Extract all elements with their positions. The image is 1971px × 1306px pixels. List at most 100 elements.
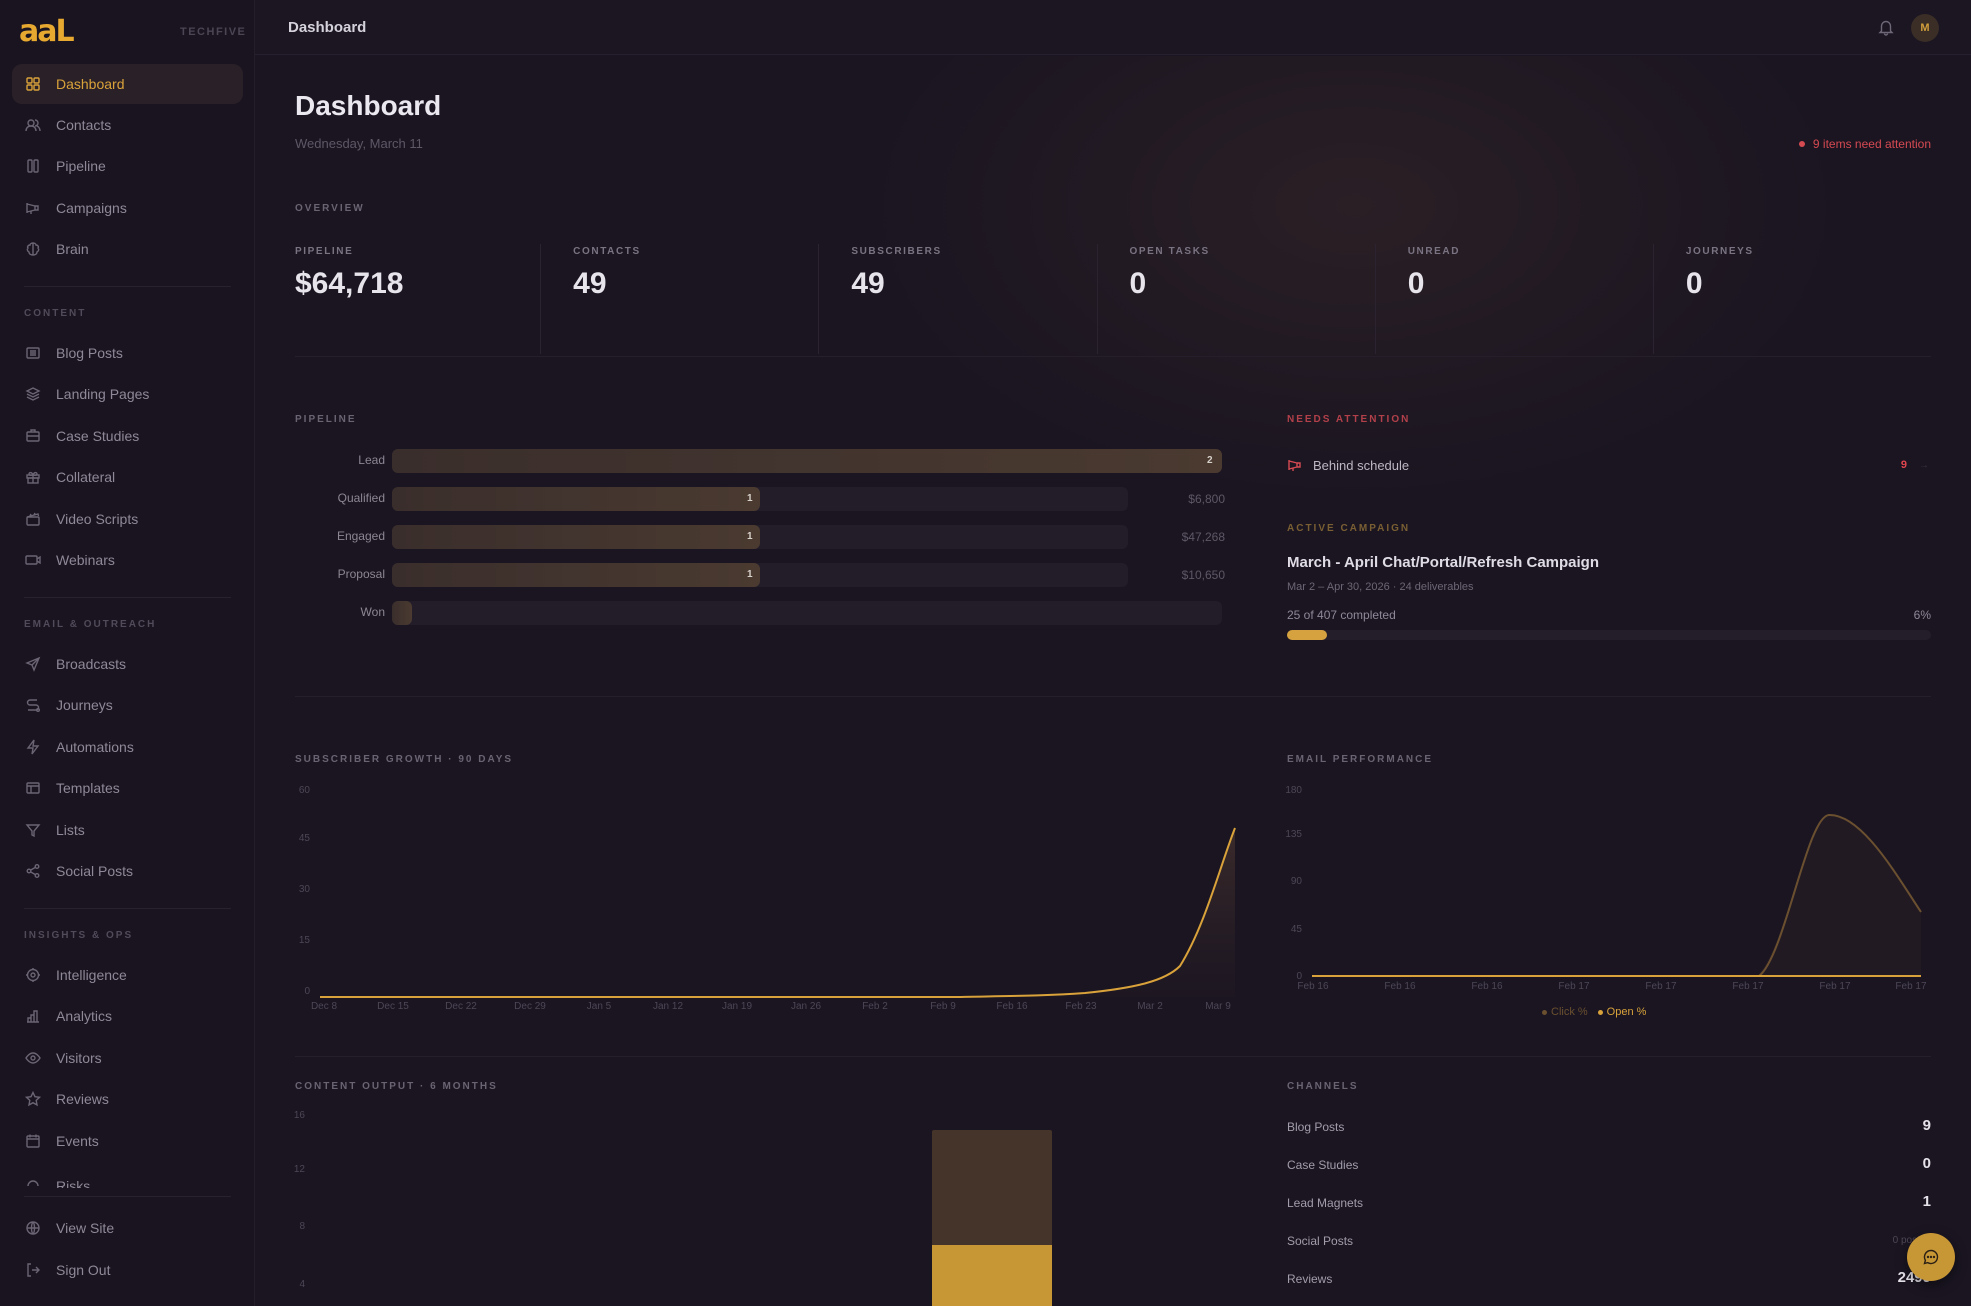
sidebar-item-contacts[interactable]: Contacts <box>12 105 243 145</box>
sidebar-item-automations[interactable]: Automations <box>12 727 243 767</box>
sidebar-item-blog-posts[interactable]: Blog Posts <box>12 333 243 373</box>
sidebar-item-brain[interactable]: Brain <box>12 229 243 269</box>
sidebar-item-broadcasts[interactable]: Broadcasts <box>12 644 243 684</box>
chat-bubble-icon <box>1923 1249 1939 1265</box>
stage-bar <box>392 563 760 587</box>
stage-count: 1 <box>747 569 753 580</box>
campaign-title-link[interactable]: March - April Chat/Portal/Refresh Campai… <box>1287 554 1599 571</box>
breadcrumb-title: Dashboard <box>288 19 367 36</box>
sidebar-item-collateral[interactable]: Collateral <box>12 457 243 497</box>
sidebar-item-risks[interactable]: Risks <box>12 1168 243 1188</box>
stage-bar <box>392 487 760 511</box>
channel-row-blog-posts[interactable]: Blog Posts 9 <box>1287 1117 1931 1139</box>
sidebar-item-lists[interactable]: Lists <box>12 810 243 850</box>
stat-value: 0 <box>1129 267 1147 300</box>
sidebar-item-label: Landing Pages <box>56 386 150 402</box>
sidebar-item-journeys[interactable]: Journeys <box>12 685 243 725</box>
pipeline-stage-qualified[interactable]: Qualified 1 $6,800 <box>295 487 1225 511</box>
channel-label: Case Studies <box>1287 1158 1359 1172</box>
sidebar-item-events[interactable]: Events <box>12 1121 243 1161</box>
briefcase-icon <box>25 428 41 444</box>
channel-row-case-studies[interactable]: Case Studies 0 <box>1287 1155 1931 1177</box>
pipeline-stage-proposal[interactable]: Proposal 1 $10,650 <box>295 563 1225 587</box>
svg-text:8: 8 <box>299 1221 305 1232</box>
divider <box>24 908 231 909</box>
sidebar-item-label: Visitors <box>56 1050 102 1066</box>
users-icon <box>25 117 41 133</box>
sidebar-item-landing-pages[interactable]: Landing Pages <box>12 374 243 414</box>
sidebar-item-webinars[interactable]: Webinars <box>12 540 243 580</box>
svg-text:15: 15 <box>299 935 311 946</box>
svg-text:Feb 17: Feb 17 <box>1819 981 1851 992</box>
needs-attention-label: NEEDS ATTENTION <box>1287 414 1411 425</box>
megaphone-icon <box>1288 460 1301 471</box>
sidebar-item-reviews[interactable]: Reviews <box>12 1079 243 1119</box>
sidebar-item-visitors[interactable]: Visitors <box>12 1038 243 1078</box>
columns-icon <box>25 158 41 174</box>
sidebar-item-case-studies[interactable]: Case Studies <box>12 416 243 456</box>
attention-item-behind-schedule[interactable]: Behind schedule 9 → <box>1287 450 1931 480</box>
stat-journeys[interactable]: JOURNEYS 0 <box>1652 244 1931 354</box>
sidebar-item-campaigns[interactable]: Campaigns <box>12 188 243 228</box>
content-output-label: CONTENT OUTPUT · 6 MONTHS <box>295 1081 498 1092</box>
sidebar-item-label: Social Posts <box>56 863 134 879</box>
channel-row-lead-magnets[interactable]: Lead Magnets 1 <box>1287 1193 1931 1215</box>
pipeline-stage-won[interactable]: Won <box>295 601 1225 625</box>
legend-click[interactable]: Click % <box>1542 1006 1588 1018</box>
sidebar-item-dashboard[interactable]: Dashboard <box>12 64 243 104</box>
svg-text:Mar 9: Mar 9 <box>1205 1001 1231 1012</box>
divider <box>295 1056 1931 1057</box>
layout-icon <box>25 780 41 796</box>
sidebar-item-social-posts[interactable]: Social Posts <box>12 851 243 891</box>
sidebar-item-intelligence[interactable]: Intelligence <box>12 955 243 995</box>
stat-unread[interactable]: UNREAD 0 <box>1374 244 1653 354</box>
email-performance-chart[interactable]: 180 135 90 45 0 Feb 16 Feb 16 Feb 16 Feb 17 Feb … <box>1277 776 1937 1036</box>
pipeline-stage-engaged[interactable]: Engaged 1 $47,268 <box>295 525 1225 549</box>
sidebar-item-templates[interactable]: Templates <box>12 768 243 808</box>
sidebar-item-label: Video Scripts <box>56 511 139 527</box>
clapperboard-icon <box>25 511 41 527</box>
bar-chart-icon <box>25 1008 41 1024</box>
channel-label: Lead Magnets <box>1287 1196 1364 1210</box>
sidebar-item-pipeline[interactable]: Pipeline <box>12 146 243 186</box>
sidebar-item-sign-out[interactable]: Sign Out <box>12 1250 243 1290</box>
sidebar-item-view-site[interactable]: View Site <box>12 1208 243 1248</box>
chat-fab-button[interactable] <box>1907 1233 1955 1281</box>
user-avatar[interactable]: M <box>1911 14 1939 42</box>
channel-row-reviews[interactable]: Reviews 2499 <box>1287 1269 1931 1291</box>
svg-text:180: 180 <box>1285 785 1302 796</box>
pipeline-label: PIPELINE <box>295 414 357 425</box>
stat-subscribers[interactable]: SUBSCRIBERS 49 <box>818 244 1096 354</box>
legend-open[interactable]: Open % <box>1597 1006 1647 1018</box>
stage-bar <box>392 449 1222 473</box>
video-icon <box>25 552 41 568</box>
sidebar-item-video-scripts[interactable]: Video Scripts <box>12 499 243 539</box>
attention-alert-link[interactable]: 9 items need attention <box>1798 137 1931 151</box>
channel-row-social-posts[interactable]: Social Posts 0 posted <box>1287 1231 1931 1253</box>
sidebar-item-label: Blog Posts <box>56 345 123 361</box>
stat-pipeline[interactable]: PIPELINE $64,718 <box>295 244 540 354</box>
section-email-outreach: EMAIL & OUTREACH <box>24 619 157 630</box>
stage-count: 2 <box>1207 455 1213 466</box>
globe-icon <box>25 1220 41 1236</box>
sidebar-item-label: Risks <box>56 1178 91 1188</box>
subscriber-growth-chart[interactable]: 60 45 30 15 0 Dec 8 Dec 15 Dec 22 Dec 29 Jan 5 Ja… <box>285 776 1245 1076</box>
org-name: TECHFIVE <box>180 26 247 38</box>
divider <box>24 597 231 598</box>
stage-bar <box>392 525 760 549</box>
legend-label: Open % <box>1606 1006 1647 1018</box>
svg-text:16: 16 <box>294 1110 306 1121</box>
campaign-progress-text: 25 of 407 completed <box>1287 608 1396 622</box>
svg-text:135: 135 <box>1285 829 1302 840</box>
brand-logo[interactable]: aaL <box>19 17 75 47</box>
notifications-bell-icon[interactable] <box>1877 18 1895 36</box>
svg-text:Feb 17: Feb 17 <box>1645 981 1677 992</box>
sidebar-item-analytics[interactable]: Analytics <box>12 996 243 1036</box>
stat-contacts[interactable]: CONTACTS 49 <box>540 244 818 354</box>
sidebar-item-label: Broadcasts <box>56 656 127 672</box>
stat-open-tasks[interactable]: OPEN TASKS 0 <box>1096 244 1375 354</box>
svg-text:Feb 16: Feb 16 <box>1471 981 1503 992</box>
svg-text:45: 45 <box>1291 924 1303 935</box>
content-output-chart[interactable]: 16 12 8 4 <box>285 1104 1245 1306</box>
pipeline-stage-lead[interactable]: Lead 2 <box>295 449 1225 473</box>
